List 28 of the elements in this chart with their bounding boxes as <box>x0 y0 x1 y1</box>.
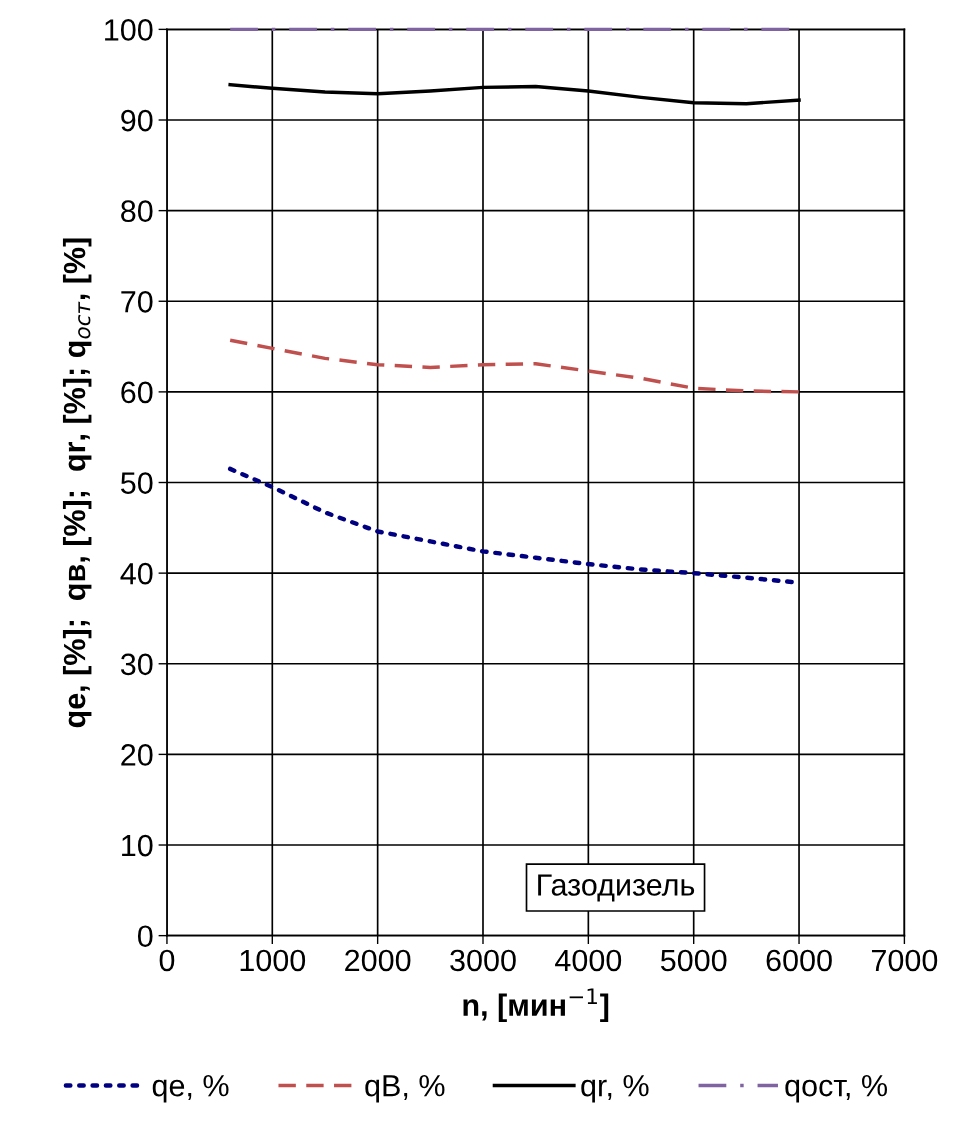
x-axis-title: n, [мин$^{−1}$] <box>463 988 609 1023</box>
legend-label: qe, % <box>152 1074 229 1103</box>
legend-label: qост, % <box>785 1074 888 1103</box>
y-tick-label: 90 <box>121 109 153 132</box>
legend-label: qr, % <box>581 1074 649 1103</box>
x-tick-label: 0 <box>159 949 175 972</box>
y-tick-label: 20 <box>121 744 153 766</box>
x-tick-label: 2000 <box>345 949 411 972</box>
y-tick-label: 70 <box>121 290 153 313</box>
x-tick-label: 3000 <box>450 949 516 972</box>
x-tick-label: 4000 <box>555 949 622 972</box>
annotation: Газодизель <box>538 874 695 902</box>
y-tick-label: 100 <box>105 19 153 41</box>
y-tick-label: 80 <box>121 200 153 222</box>
x-tick-label: 6000 <box>766 949 832 972</box>
line-series <box>228 338 801 394</box>
legend-label: qB, % <box>365 1074 445 1103</box>
y-tick-label: 30 <box>120 653 153 676</box>
y-tick-label: 0 <box>137 925 153 948</box>
x-tick-label: 1000 <box>240 949 306 972</box>
x-tick-label: 7000 <box>871 949 938 972</box>
y-tick-label: 60 <box>121 381 153 404</box>
y-tick-label: 50 <box>120 472 153 494</box>
y-axis-title: qe, [%]; qв, [%]; qr, [%]; q$_{ост}$, [%] <box>62 238 92 728</box>
y-tick-label: 10 <box>122 834 153 857</box>
line-series <box>227 466 796 585</box>
x-tick-label: 5000 <box>660 949 727 972</box>
y-tick-label: 40 <box>120 562 153 585</box>
